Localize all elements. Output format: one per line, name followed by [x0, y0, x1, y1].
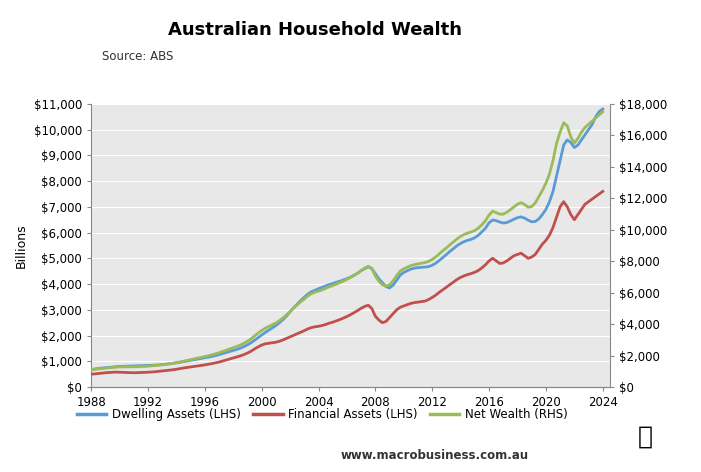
Text: www.macrobusiness.com.au: www.macrobusiness.com.au [341, 448, 529, 462]
Text: 🐺: 🐺 [637, 425, 653, 448]
Text: MACRO: MACRO [618, 33, 675, 47]
Text: Source: ABS: Source: ABS [102, 50, 173, 63]
Text: Australian Household Wealth: Australian Household Wealth [168, 21, 463, 39]
Legend: Dwelling Assets (LHS), Financial Assets (LHS), Net Wealth (RHS): Dwelling Assets (LHS), Financial Assets … [72, 404, 573, 426]
Y-axis label: Billions: Billions [15, 223, 28, 268]
Text: BUSINESS: BUSINESS [613, 58, 680, 71]
